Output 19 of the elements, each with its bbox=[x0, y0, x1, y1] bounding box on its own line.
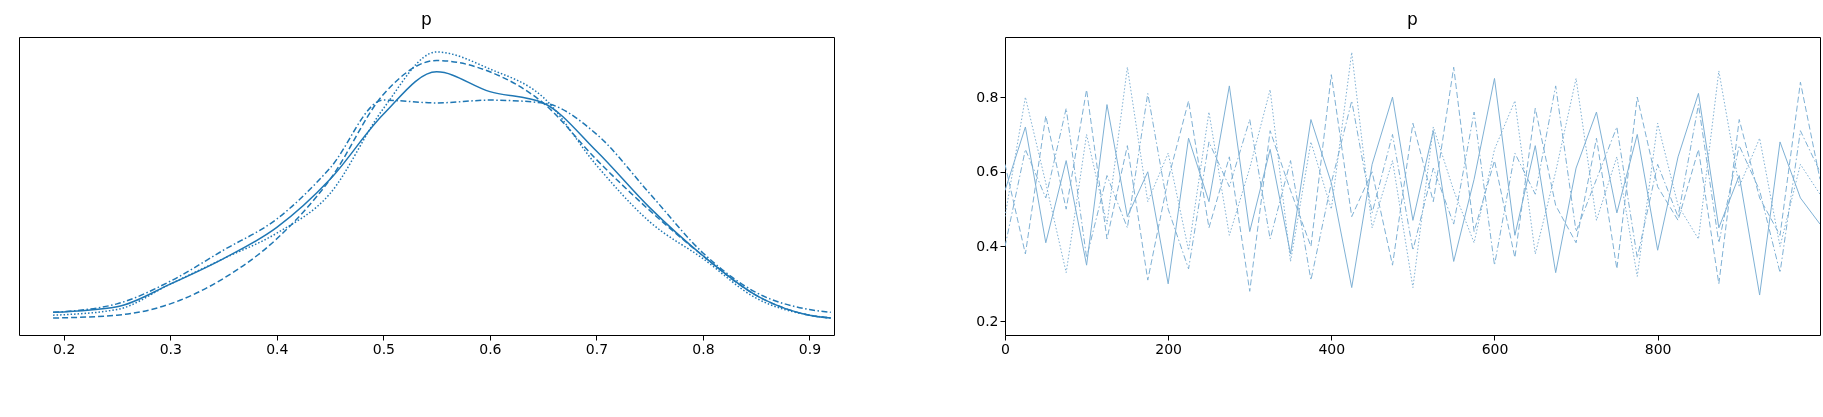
x-tick-label: 0.7 bbox=[585, 340, 609, 357]
x-tick-label: 600 bbox=[1481, 340, 1509, 357]
x-tick-label: 0.2 bbox=[53, 340, 76, 357]
x-tick-label: 0.4 bbox=[266, 340, 289, 357]
x-tick-label: 0.6 bbox=[479, 340, 502, 357]
chart-title: p bbox=[421, 9, 432, 29]
x-tick-label: 0.3 bbox=[159, 340, 182, 357]
x-tick-label: 800 bbox=[1644, 340, 1672, 357]
x-tick-label: 400 bbox=[1318, 340, 1346, 357]
chart-title: p bbox=[1407, 9, 1418, 29]
x-tick-label: 0 bbox=[1001, 340, 1010, 357]
x-tick-label: 0.9 bbox=[798, 340, 822, 357]
x-tick-label: 0.5 bbox=[372, 340, 395, 357]
x-tick-label: 200 bbox=[1155, 340, 1183, 357]
y-tick-label: 0.2 bbox=[976, 312, 999, 329]
y-tick-label: 0.6 bbox=[976, 163, 999, 180]
y-tick-label: 0.8 bbox=[976, 88, 999, 105]
y-tick-label: 0.4 bbox=[976, 238, 999, 254]
x-tick-label: 0.8 bbox=[692, 340, 715, 357]
